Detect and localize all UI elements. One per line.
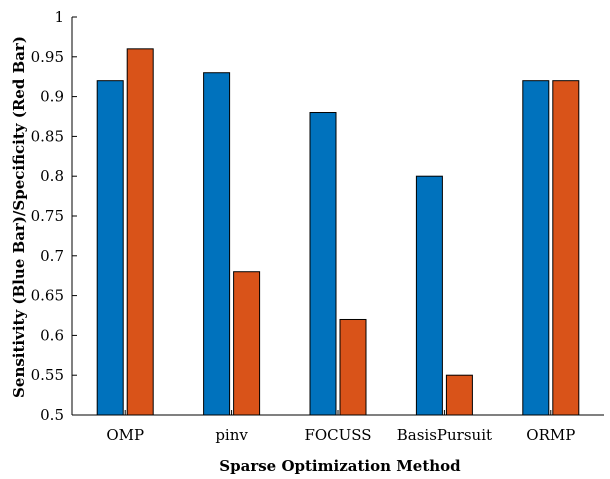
bars-group — [96, 48, 580, 416]
y-tick-label: 0.9 — [40, 88, 64, 106]
x-tick-label: OMP — [106, 426, 144, 444]
x-tick-label: pinv — [215, 426, 248, 444]
bar-ormp-specificity — [552, 80, 580, 416]
bar-basispursuit-specificity — [445, 374, 473, 416]
y-tick-label: 0.5 — [40, 406, 64, 424]
y-tick-label: 0.8 — [40, 167, 64, 185]
y-tick-label: 0.65 — [31, 287, 64, 305]
bar-pinv-specificity — [233, 271, 261, 416]
bar-pinv-sensitivity — [203, 72, 231, 416]
x-tick-label: FOCUSS — [304, 426, 371, 444]
bar-basispursuit-sensitivity — [415, 175, 443, 416]
y-tick-label: 0.75 — [31, 207, 64, 225]
bar-focuss-sensitivity — [309, 112, 337, 416]
y-tick-label: 0.7 — [40, 247, 64, 265]
bar-ormp-sensitivity — [522, 80, 550, 416]
x-axis-title: Sparse Optimization Method — [219, 457, 461, 475]
bar-omp-sensitivity — [96, 80, 124, 416]
ticks-group: OMP pinv FOCUSS BasisPursuit ORMP 0.5 0.55 0.6 0… — [31, 8, 576, 444]
bar-focuss-specificity — [339, 318, 367, 416]
y-tick-label: 0.55 — [31, 366, 64, 384]
bar-omp-specificity — [126, 48, 154, 416]
x-tick-label: ORMP — [526, 426, 575, 444]
x-tick-label: BasisPursuit — [397, 426, 492, 444]
y-tick-label: 0.85 — [31, 127, 64, 145]
y-tick-label: 0.95 — [31, 48, 64, 66]
y-tick-label: 1 — [54, 8, 64, 26]
y-axis-title: Sensitivity (Blue Bar)/Specificity (Red … — [10, 36, 28, 398]
y-tick-label: 0.6 — [40, 326, 64, 344]
